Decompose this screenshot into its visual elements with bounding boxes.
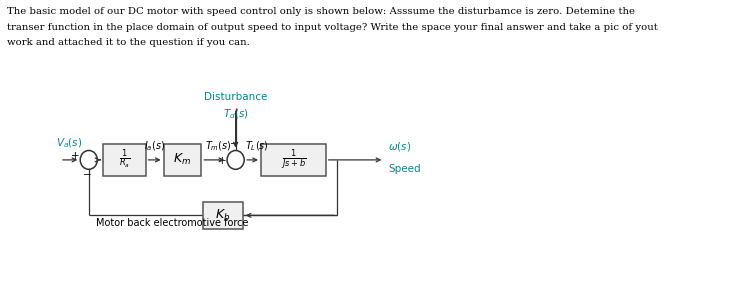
Text: $K_b$: $K_b$	[215, 208, 230, 223]
Bar	[261, 144, 326, 176]
Text: −: −	[230, 139, 238, 150]
Text: +: +	[218, 156, 226, 166]
Bar	[203, 201, 242, 229]
Text: $\frac{1}{R_a}$: $\frac{1}{R_a}$	[119, 148, 130, 171]
Text: $V_a(s)$: $V_a(s)$	[56, 136, 83, 150]
Circle shape	[81, 150, 97, 169]
Circle shape	[227, 150, 244, 169]
Text: Motor back electromotive force: Motor back electromotive force	[96, 218, 248, 228]
Text: +: +	[71, 151, 79, 161]
Text: $I_a(s)$: $I_a(s)$	[144, 139, 165, 153]
Text: $\omega(s)$: $\omega(s)$	[388, 140, 411, 153]
Bar	[163, 144, 201, 176]
Text: transer function in the place domain of output speed to input voltage? Write the: transer function in the place domain of …	[7, 23, 657, 32]
Text: work and attached it to the question if you can.: work and attached it to the question if …	[7, 38, 250, 47]
Text: $\frac{1}{Js+b}$: $\frac{1}{Js+b}$	[281, 148, 306, 172]
Text: $T_d(s)$: $T_d(s)$	[223, 107, 248, 121]
Text: $T_m(s)$: $T_m(s)$	[205, 139, 232, 153]
Text: $T_L(s)$: $T_L(s)$	[245, 139, 269, 153]
Text: The basic model of our DC motor with speed control only is shown below: Asssume : The basic model of our DC motor with spe…	[7, 7, 635, 16]
Text: $K_m$: $K_m$	[173, 152, 191, 167]
Text: Speed: Speed	[388, 164, 420, 174]
Bar	[103, 144, 145, 176]
Text: Disturbance: Disturbance	[204, 92, 267, 103]
Text: −: −	[83, 170, 91, 180]
